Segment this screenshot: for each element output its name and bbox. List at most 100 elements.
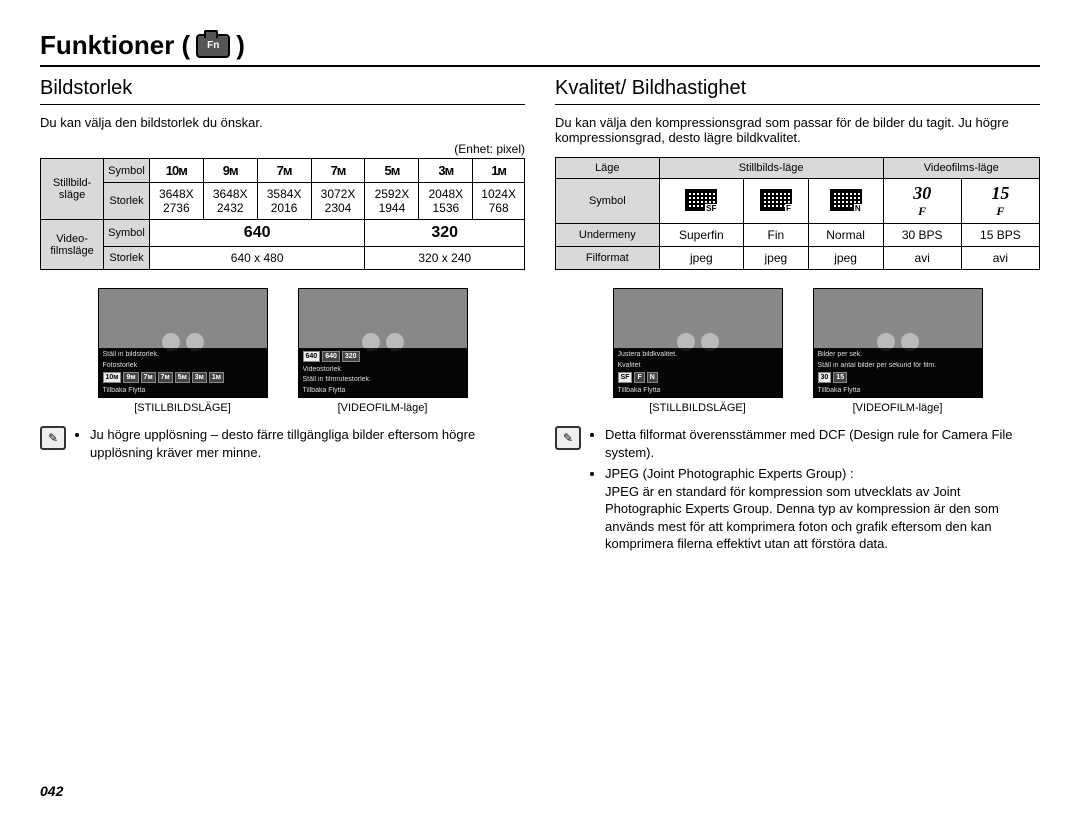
- note-text: JPEG (Joint Photographic Experts Group) …: [605, 465, 1040, 553]
- page-number: 042: [40, 783, 63, 799]
- right-note: ✎ Detta filformat överensstämmer med DCF…: [555, 426, 1040, 557]
- video-icon: 320: [365, 220, 525, 247]
- thumb-caption: [STILLBILDSLÄGE]: [613, 402, 783, 414]
- tile: 640: [303, 351, 321, 362]
- mode-video: Videofilms-läge: [883, 158, 1039, 179]
- tile: 9ᴍ: [123, 372, 138, 383]
- tile: F: [634, 372, 644, 383]
- still-icon: 3ᴍ: [419, 159, 473, 183]
- menu-line: Fotostorlek: [103, 362, 263, 369]
- format-cell: jpeg: [808, 247, 883, 270]
- submenu-cell: 15 BPS: [961, 224, 1039, 247]
- tile: 10ᴍ: [103, 372, 122, 383]
- format-cell: jpeg: [744, 247, 809, 270]
- video-size: 640 x 480: [149, 247, 365, 270]
- tile: 1ᴍ: [209, 372, 224, 383]
- thumb-video: 640 640 320 Videostorlek Ställ in filmru…: [298, 288, 468, 414]
- size-tiles: 10ᴍ 9ᴍ 7ᴍ 7ᴍ 5ᴍ 3ᴍ 1ᴍ: [103, 372, 263, 383]
- note-text: Ju högre upplösning – desto färre tillgä…: [90, 426, 525, 461]
- still-icon: 7ᴍ: [311, 159, 365, 183]
- quality-table: Läge Stillbilds-läge Videofilms-läge Sym…: [555, 157, 1040, 270]
- still-size: 3648X 2432: [203, 183, 257, 220]
- still-size: 2592X 1944: [365, 183, 419, 220]
- unit-label: (Enhet: pixel): [40, 142, 525, 156]
- q-tiles: 30 15: [818, 372, 978, 383]
- submenu-cell: 30 BPS: [883, 224, 961, 247]
- note-icon: ✎: [40, 426, 66, 450]
- format-cell: avi: [961, 247, 1039, 270]
- row-symbol: Symbol: [556, 179, 660, 224]
- still-icon: 10ᴍ: [149, 159, 203, 183]
- tile: 5ᴍ: [175, 372, 190, 383]
- quality-symbol: [808, 179, 883, 224]
- right-rule: [555, 104, 1040, 105]
- menu-footer: Tillbaka Flytta: [303, 387, 463, 394]
- row-size: Storlek: [104, 183, 150, 220]
- thumb-screen: Bilder per sek. Ställ in antal bilder pe…: [813, 288, 983, 398]
- normal-icon: [830, 189, 862, 211]
- tile: SF: [618, 372, 633, 383]
- thumb-screen: Ställ in bildstorlek. Fotostorlek 10ᴍ 9ᴍ…: [98, 288, 268, 398]
- fn-icon: Fn: [196, 34, 230, 58]
- fps15-icon: 15: [991, 183, 1009, 203]
- left-intro: Du kan välja den bildstorlek du önskar.: [40, 115, 525, 130]
- right-thumb-row: Justera bildkvalitet. Kvalitet SF F N Ti…: [555, 288, 1040, 414]
- right-column: Kvalitet/ Bildhastighet Du kan välja den…: [555, 77, 1040, 557]
- q-tiles: SF F N: [618, 372, 778, 383]
- note-detail: JPEG är en standard för kompression som …: [605, 484, 999, 552]
- left-rule: [40, 104, 525, 105]
- menu-line: Justera bildkvalitet.: [618, 351, 778, 358]
- still-icon: 5ᴍ: [365, 159, 419, 183]
- still-size: 1024X 768: [473, 183, 525, 220]
- tile: 640: [322, 351, 340, 362]
- tile: 3ᴍ: [192, 372, 207, 383]
- menu-line: Ställ in antal bilder per sekund för fil…: [818, 362, 978, 369]
- submenu-cell: Fin: [744, 224, 809, 247]
- note-icon: ✎: [555, 426, 581, 450]
- still-size: 3584X 2016: [257, 183, 311, 220]
- menu-line: Ställ in filmrutestorlek.: [303, 376, 463, 383]
- note-text: Detta filformat överensstämmer med DCF (…: [605, 426, 1040, 461]
- title-text: Funktioner (: [40, 30, 190, 61]
- thumb-still-q: Justera bildkvalitet. Kvalitet SF F N Ti…: [613, 288, 783, 414]
- left-thumb-row: Ställ in bildstorlek. Fotostorlek 10ᴍ 9ᴍ…: [40, 288, 525, 414]
- fps30-icon: 30: [913, 183, 931, 203]
- thumb-still: Ställ in bildstorlek. Fotostorlek 10ᴍ 9ᴍ…: [98, 288, 268, 414]
- menu-line: Bilder per sek.: [818, 351, 978, 358]
- left-heading: Bildstorlek: [40, 77, 525, 100]
- format-cell: avi: [883, 247, 961, 270]
- thumb-video-q: Bilder per sek. Ställ in antal bilder pe…: [813, 288, 983, 414]
- menu-line: Videostorlek: [303, 366, 463, 373]
- title-rule: [40, 65, 1040, 67]
- fine-icon: [760, 189, 792, 211]
- quality-symbol: [659, 179, 743, 224]
- left-note: ✎ Ju högre upplösning – desto färre till…: [40, 426, 525, 465]
- submenu-cell: Superfin: [659, 224, 743, 247]
- row-submenu: Undermeny: [556, 224, 660, 247]
- right-heading: Kvalitet/ Bildhastighet: [555, 77, 1040, 100]
- fps-symbol: 30F: [883, 179, 961, 224]
- thumb-screen: Justera bildkvalitet. Kvalitet SF F N Ti…: [613, 288, 783, 398]
- superfine-icon: [685, 189, 717, 211]
- menu-footer: Tillbaka Flytta: [818, 387, 978, 394]
- row-symbol-2: Symbol: [104, 220, 150, 247]
- thumb-caption: [VIDEOFILM-läge]: [813, 402, 983, 414]
- still-size: 3072X 2304: [311, 183, 365, 220]
- video-icon: 640: [149, 220, 365, 247]
- menu-line: Kvalitet: [618, 362, 778, 369]
- group-still: Stillbild-släge: [41, 159, 104, 220]
- row-mode: Läge: [556, 158, 660, 179]
- size-table: Stillbild-släge Symbol 10ᴍ 9ᴍ 7ᴍ 7ᴍ 5ᴍ 3…: [40, 158, 525, 270]
- size-tiles: 640 640 320: [303, 351, 463, 362]
- group-video: Video-filmsläge: [41, 220, 104, 270]
- still-icon: 7ᴍ: [257, 159, 311, 183]
- menu-line: Ställ in bildstorlek.: [103, 351, 263, 358]
- menu-footer: Tillbaka Flytta: [618, 387, 778, 394]
- mode-still: Stillbilds-läge: [659, 158, 883, 179]
- row-size-2: Storlek: [104, 247, 150, 270]
- thumb-screen: 640 640 320 Videostorlek Ställ in filmru…: [298, 288, 468, 398]
- thumb-caption: [STILLBILDSLÄGE]: [98, 402, 268, 414]
- left-column: Bildstorlek Du kan välja den bildstorlek…: [40, 77, 525, 557]
- still-size: 2048X 1536: [419, 183, 473, 220]
- row-format: Filformat: [556, 247, 660, 270]
